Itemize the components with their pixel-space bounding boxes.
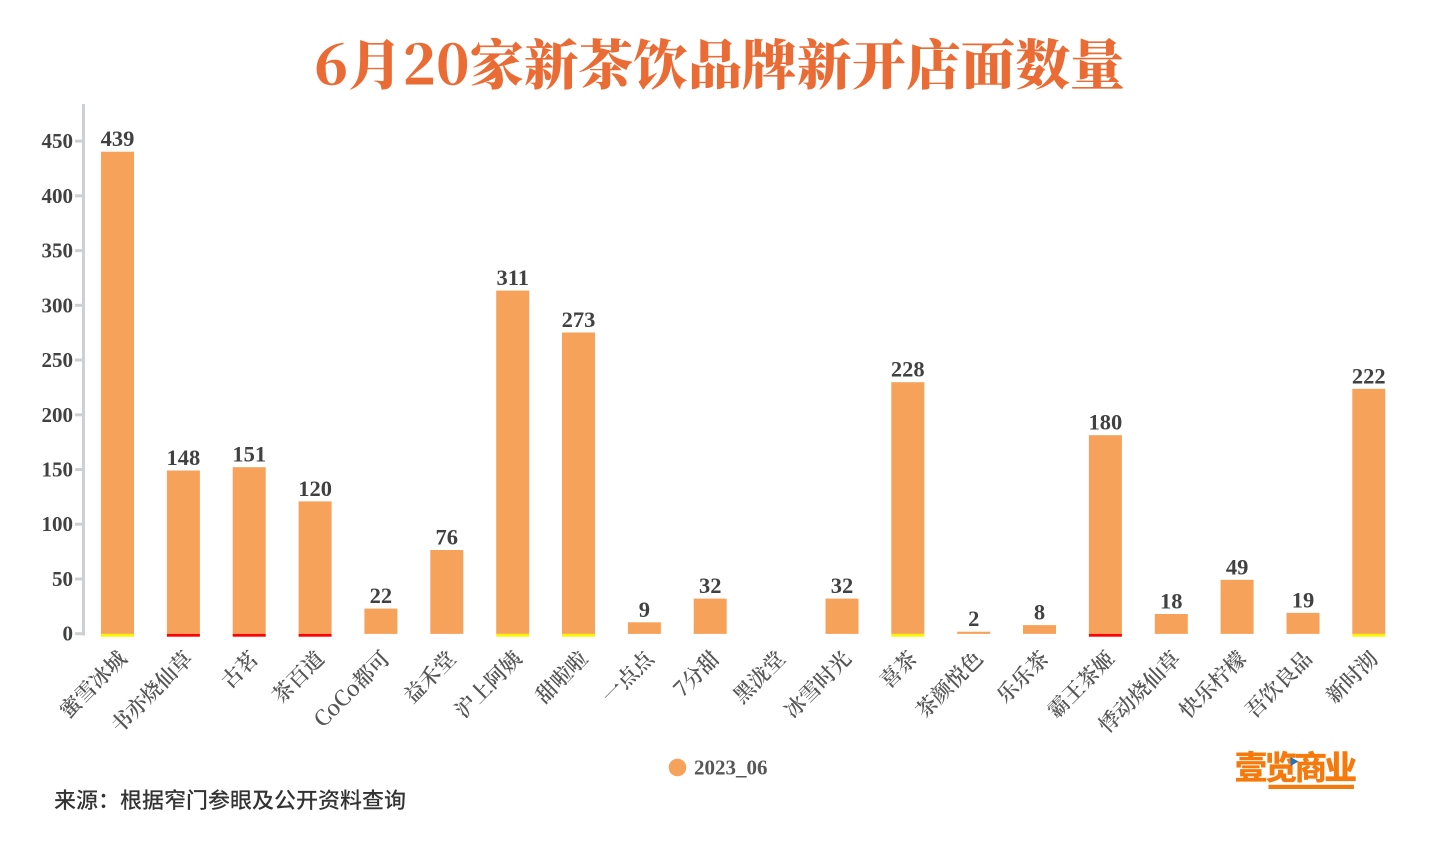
svg-text:0: 0 [63, 622, 74, 646]
svg-text:250: 250 [42, 348, 74, 372]
svg-text:450: 450 [42, 129, 74, 153]
svg-text:120: 120 [298, 476, 332, 501]
svg-text:273: 273 [562, 307, 596, 332]
svg-text:2023_06: 2023_06 [694, 756, 768, 780]
svg-text:32: 32 [831, 573, 854, 598]
svg-text:148: 148 [167, 445, 201, 470]
svg-text:439: 439 [101, 126, 135, 151]
svg-text:300: 300 [42, 293, 74, 317]
svg-text:22: 22 [370, 583, 393, 608]
svg-text:100: 100 [42, 512, 74, 536]
svg-text:150: 150 [42, 458, 74, 482]
svg-text:2: 2 [968, 606, 979, 631]
svg-text:50: 50 [52, 567, 73, 591]
svg-text:222: 222 [1352, 363, 1386, 388]
svg-text:311: 311 [496, 265, 529, 290]
svg-text:228: 228 [891, 357, 925, 382]
svg-text:49: 49 [1226, 554, 1249, 579]
svg-text:350: 350 [42, 239, 74, 263]
svg-text:32: 32 [699, 573, 722, 598]
svg-text:200: 200 [42, 403, 74, 427]
svg-text:18: 18 [1160, 589, 1183, 614]
svg-text:180: 180 [1089, 410, 1123, 435]
svg-text:8: 8 [1034, 600, 1045, 625]
svg-text:9: 9 [639, 597, 650, 622]
svg-text:400: 400 [42, 184, 74, 208]
svg-text:76: 76 [436, 525, 459, 550]
svg-text:151: 151 [232, 442, 266, 467]
svg-text:19: 19 [1292, 587, 1315, 612]
